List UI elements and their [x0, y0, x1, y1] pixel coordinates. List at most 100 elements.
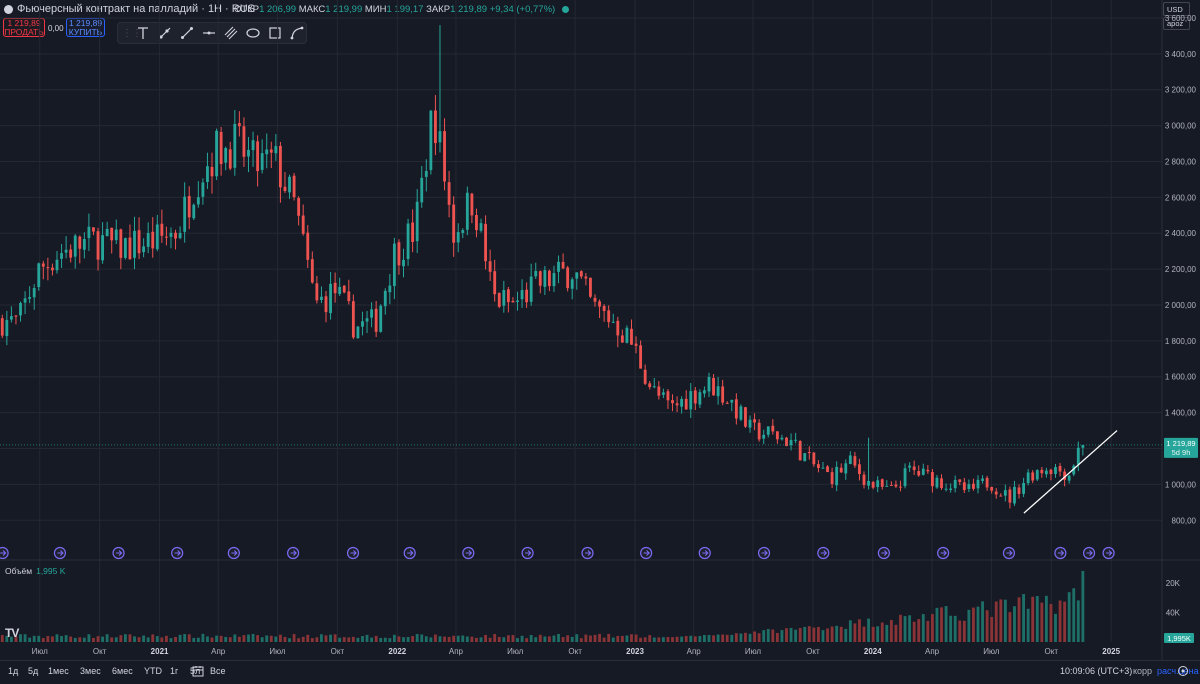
volume-bar [912, 621, 916, 642]
candle-body [1026, 472, 1030, 484]
settings-icon[interactable] [1177, 664, 1189, 682]
y-tick-label: 1 400,00 [1165, 409, 1197, 418]
candle-body [1040, 469, 1044, 474]
candle-body [926, 469, 930, 472]
x-tick-label: Окт [568, 647, 582, 656]
candle [917, 465, 921, 477]
volume-bar [383, 637, 387, 642]
candle [570, 277, 574, 300]
candle [165, 226, 168, 246]
event-arrow-icon [407, 550, 414, 556]
ohlc-low-key: МИН [364, 4, 387, 15]
volume-bar [921, 614, 925, 642]
range-button[interactable]: YTD [144, 666, 162, 676]
candle-body [160, 223, 164, 236]
event-marker [698, 546, 711, 560]
candle [278, 141, 282, 203]
volume-bar [155, 636, 159, 642]
clock[interactable]: 10:09:06 (UTC+3) [1060, 666, 1133, 676]
candle [880, 478, 884, 490]
volume-bar [862, 626, 866, 642]
candle [374, 300, 378, 338]
candle-body [119, 229, 123, 258]
trend-line-icon[interactable] [177, 24, 196, 42]
candle [169, 227, 173, 249]
symbol-title[interactable]: Фьючерсный контракт на палладий · 1Н · R… [4, 3, 255, 15]
candle-body [990, 487, 994, 491]
candle [151, 217, 155, 258]
range-button[interactable]: 3мес [80, 666, 101, 676]
range-button[interactable]: 5л [190, 666, 201, 676]
candle-body [397, 242, 401, 266]
volume-bar [689, 635, 693, 642]
candle-body [985, 477, 989, 488]
candle [488, 249, 492, 281]
volume-bar [648, 635, 652, 642]
volume-bar [78, 637, 82, 642]
volume-legend: Объём 1,995 K [5, 566, 65, 576]
horizontal-line-icon[interactable] [199, 24, 218, 42]
fib-icon[interactable] [221, 24, 240, 42]
buy-button[interactable]: 1 219,89 КУПИТЬ [66, 18, 105, 37]
volume-bar [771, 629, 775, 642]
volume-bar [379, 637, 383, 642]
volume-bar [643, 637, 647, 642]
volume-bar [415, 633, 419, 642]
y-tick-label: 3 000,00 [1165, 122, 1197, 131]
candle [60, 243, 63, 268]
candle [420, 165, 424, 208]
ellipse-icon[interactable] [243, 24, 262, 42]
range-button[interactable]: 1мес [48, 666, 69, 676]
price-chart[interactable]: 800,001 000,001 200,001 400,001 600,001 … [0, 0, 1200, 660]
adjust-toggle[interactable]: корр [1133, 666, 1153, 676]
candle [839, 463, 843, 473]
candle [753, 413, 756, 431]
y-tick-label: 3 600,00 [1165, 14, 1197, 23]
volume-badge-text: 1,995K [1167, 634, 1191, 643]
candle [994, 488, 998, 499]
sell-button[interactable]: 1 219,89 ПРОДАТЬ [3, 18, 45, 37]
candle [862, 471, 866, 489]
candle-body [342, 285, 346, 293]
candle [206, 152, 209, 189]
volume-bar [301, 636, 305, 642]
event-marker [53, 546, 67, 560]
volume-bar [133, 636, 136, 642]
range-button[interactable]: 5д [28, 666, 39, 676]
candle-body [912, 466, 916, 471]
candle-body [1035, 470, 1039, 480]
candle [516, 291, 519, 311]
range-button[interactable]: 6мес [112, 666, 133, 676]
tradingview-logo[interactable]: TV [5, 626, 19, 640]
volume-bar [37, 635, 41, 642]
range-button[interactable]: 1г [170, 666, 179, 676]
candle-body [871, 481, 875, 488]
candle-body [598, 301, 601, 307]
volume-bar [146, 637, 150, 642]
adjustment-select[interactable]: apoz [1163, 17, 1190, 30]
range-button[interactable]: Все [210, 666, 226, 676]
volume-bar [744, 632, 747, 642]
event-marker [171, 546, 184, 560]
path-icon[interactable] [287, 24, 306, 42]
candle-body [798, 440, 802, 461]
y-tick-label: 1 600,00 [1165, 373, 1197, 382]
candle-body [712, 377, 715, 396]
settlement-price-toggle[interactable]: расч.цена [1157, 666, 1199, 676]
currency-select[interactable]: USD [1163, 2, 1190, 16]
text-icon[interactable] [133, 24, 152, 42]
volume-bar [575, 634, 579, 642]
candle-body [930, 472, 934, 487]
event-arrow-icon [1006, 550, 1013, 556]
event-arrow-icon [350, 550, 357, 556]
candle [310, 251, 314, 284]
calendar-icon[interactable] [192, 664, 204, 682]
candle [698, 389, 702, 409]
rectangle-icon[interactable] [265, 24, 284, 42]
range-button[interactable]: 1д [8, 666, 19, 676]
volume-bar [821, 630, 825, 642]
candle [219, 127, 223, 176]
candle-body [9, 316, 13, 320]
candle [775, 431, 779, 444]
candle-body [456, 232, 460, 243]
